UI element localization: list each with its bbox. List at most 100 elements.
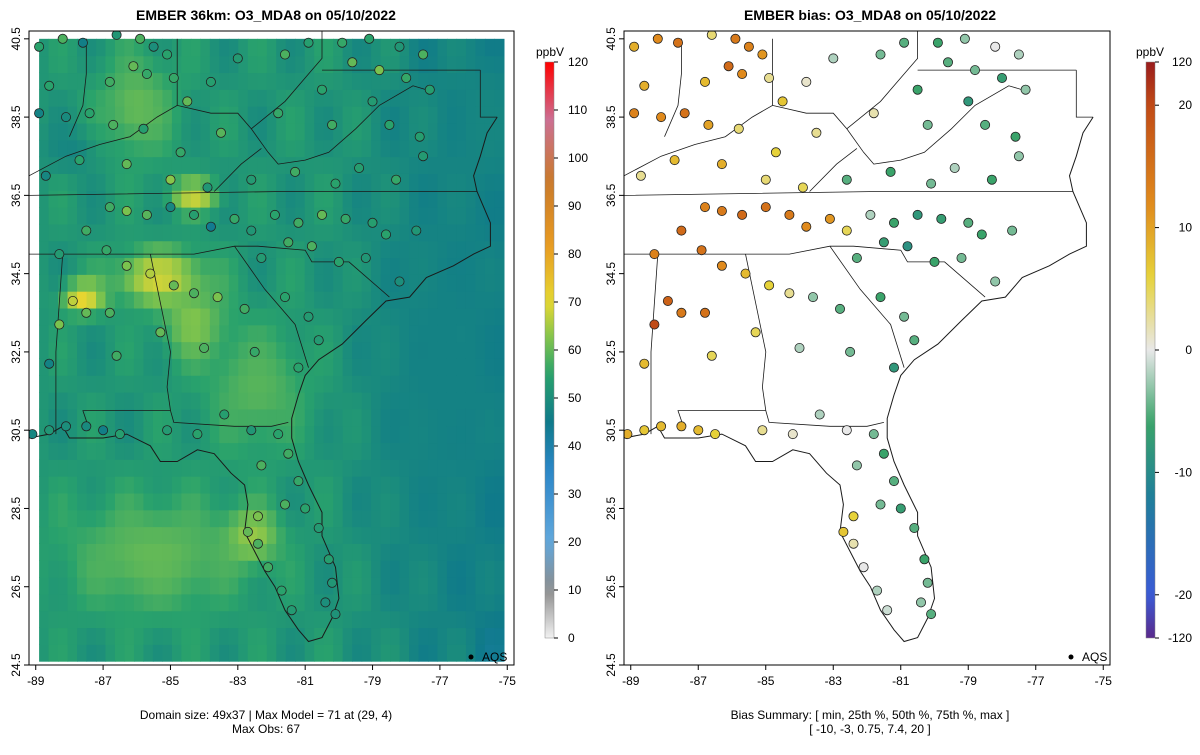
model-grid-cell xyxy=(399,341,410,359)
model-grid-cell xyxy=(446,509,458,528)
right-footer-bias-values: [ -10, -3, 0.75, 7.4, 20 ] xyxy=(809,722,930,736)
model-grid-cell xyxy=(77,509,88,528)
bias-site-marker xyxy=(757,49,768,60)
model-grid-cell xyxy=(162,576,173,595)
model-grid-cell xyxy=(304,459,315,477)
x-tick-label: -75 xyxy=(499,674,517,688)
colorbar-label: -20 xyxy=(1175,588,1193,602)
model-grid-cell xyxy=(276,223,287,242)
model-grid-cell xyxy=(96,358,107,376)
model-grid-cell xyxy=(209,560,220,578)
model-grid-cell xyxy=(314,72,325,90)
model-grid-cell xyxy=(456,375,467,393)
model-grid-cell xyxy=(228,644,239,662)
model-grid-cell xyxy=(247,644,258,662)
model-grid-cell xyxy=(124,72,135,90)
model-grid-cell xyxy=(152,593,164,612)
model-grid-cell xyxy=(238,610,249,629)
model-grid-cell xyxy=(361,274,372,292)
model-grid-cell xyxy=(77,190,88,208)
model-grid-cell xyxy=(371,190,382,208)
model-grid-cell xyxy=(399,89,410,107)
model-grid-cell xyxy=(494,291,505,309)
model-grid-cell xyxy=(494,307,505,326)
model-grid-cell xyxy=(152,307,164,326)
model-grid-cell xyxy=(484,122,496,141)
bias-site-marker xyxy=(919,554,930,565)
model-grid-cell xyxy=(162,89,173,107)
model-grid-cell xyxy=(323,274,334,292)
model-grid-cell xyxy=(371,644,382,662)
model-grid-cell xyxy=(48,627,59,645)
model-grid-cell xyxy=(152,274,164,292)
model-grid-cell xyxy=(484,459,496,477)
model-grid-cell xyxy=(361,392,372,410)
model-grid-cell xyxy=(114,89,126,107)
model-grid-cell xyxy=(285,139,296,158)
model-grid-cell xyxy=(96,223,107,242)
model-grid-cell xyxy=(247,89,258,107)
model-grid-cell xyxy=(58,560,69,578)
obs-site-marker xyxy=(252,538,263,549)
model-grid-cell xyxy=(219,257,230,275)
model-grid-cell xyxy=(399,207,410,225)
model-grid-cell xyxy=(465,240,477,259)
bias-site-marker xyxy=(963,96,974,107)
model-grid-cell xyxy=(314,576,325,595)
x-tick-label: -89 xyxy=(27,674,45,688)
bias-site-marker xyxy=(899,311,910,322)
model-grid-cell xyxy=(200,492,211,511)
bias-sites xyxy=(624,31,1031,620)
model-grid-cell xyxy=(228,89,239,107)
model-grid-cell xyxy=(361,425,372,444)
model-grid-cell xyxy=(475,274,486,292)
model-grid-cell xyxy=(371,425,382,444)
model-grid-cell xyxy=(96,526,107,544)
bias-site-marker xyxy=(878,448,889,459)
state-border xyxy=(479,70,498,118)
obs-site-marker xyxy=(313,523,324,534)
model-grid-cell xyxy=(209,257,220,275)
model-grid-cell xyxy=(380,459,391,477)
obs-site-marker xyxy=(111,350,122,361)
model-grid-cell xyxy=(200,358,211,376)
obs-site-marker xyxy=(276,585,287,596)
model-grid-cell xyxy=(143,526,154,544)
model-grid-cell xyxy=(114,223,126,242)
model-grid-cell xyxy=(67,358,78,376)
model-grid-cell xyxy=(494,459,505,477)
model-grid-cell xyxy=(39,358,50,376)
model-grid-cell xyxy=(257,89,268,107)
model-grid-cell xyxy=(228,408,239,427)
model-grid-cell xyxy=(285,459,296,477)
model-grid-cell xyxy=(152,223,164,242)
model-grid-cell xyxy=(200,408,211,427)
model-grid-cell xyxy=(48,72,59,90)
model-grid-cell xyxy=(67,509,78,528)
model-grid-cell xyxy=(77,106,88,124)
model-grid-cell xyxy=(446,492,458,511)
obs-site-marker xyxy=(205,76,216,87)
model-grid-cell xyxy=(124,307,135,326)
model-grid-cell xyxy=(143,38,154,57)
model-grid-cell xyxy=(484,560,496,578)
model-grid-cell xyxy=(96,257,107,275)
model-grid-cell xyxy=(304,543,315,561)
model-grid-cell xyxy=(67,55,78,74)
model-grid-cell xyxy=(86,358,97,376)
model-grid-cell xyxy=(323,156,334,174)
model-grid-cell xyxy=(333,375,344,393)
model-grid-cell xyxy=(39,375,50,393)
model-grid-cell xyxy=(437,55,448,74)
model-grid-cell xyxy=(58,543,69,561)
model-grid-cell xyxy=(257,610,268,629)
model-grid-cell xyxy=(152,610,164,629)
model-grid-cell xyxy=(428,442,439,460)
model-grid-cell xyxy=(219,576,230,595)
model-grid-cell xyxy=(390,106,401,124)
model-grid-cell xyxy=(58,509,69,528)
model-grid-cell xyxy=(428,341,439,359)
model-grid-cell xyxy=(219,644,230,662)
model-grid-cell xyxy=(77,207,88,225)
model-grid-cell xyxy=(409,324,420,343)
